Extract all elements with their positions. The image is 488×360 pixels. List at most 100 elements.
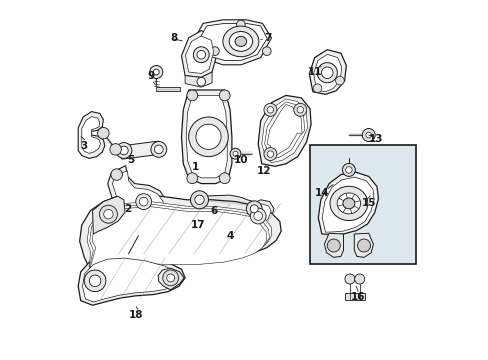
- Polygon shape: [261, 99, 307, 163]
- Polygon shape: [186, 95, 227, 178]
- Circle shape: [264, 148, 276, 161]
- Circle shape: [357, 239, 370, 252]
- Bar: [309, 145, 415, 264]
- Circle shape: [196, 124, 221, 149]
- Polygon shape: [309, 50, 346, 94]
- Polygon shape: [185, 36, 213, 73]
- Text: 7: 7: [264, 33, 271, 43]
- Circle shape: [362, 129, 374, 141]
- Circle shape: [186, 90, 197, 101]
- Polygon shape: [87, 202, 271, 267]
- Circle shape: [111, 169, 122, 180]
- Circle shape: [103, 210, 113, 219]
- Text: 11: 11: [307, 67, 321, 77]
- Ellipse shape: [342, 198, 354, 209]
- Circle shape: [345, 167, 351, 173]
- Polygon shape: [156, 87, 179, 91]
- Polygon shape: [158, 268, 183, 290]
- Text: 4: 4: [226, 231, 233, 241]
- Polygon shape: [89, 204, 269, 269]
- Polygon shape: [324, 233, 343, 257]
- Circle shape: [110, 144, 121, 155]
- Polygon shape: [322, 177, 373, 232]
- Circle shape: [313, 84, 321, 93]
- Circle shape: [151, 141, 166, 157]
- Circle shape: [296, 107, 303, 113]
- Circle shape: [232, 151, 238, 156]
- Circle shape: [193, 47, 209, 63]
- Text: 17: 17: [190, 220, 204, 230]
- Circle shape: [250, 205, 258, 213]
- Circle shape: [250, 208, 265, 224]
- Polygon shape: [118, 141, 163, 159]
- Circle shape: [186, 173, 197, 184]
- Circle shape: [365, 132, 371, 138]
- Text: 15: 15: [361, 198, 375, 208]
- Circle shape: [246, 201, 262, 217]
- Polygon shape: [199, 23, 266, 60]
- Polygon shape: [194, 20, 271, 65]
- Circle shape: [236, 20, 244, 29]
- Polygon shape: [81, 117, 101, 153]
- Circle shape: [190, 191, 208, 209]
- Circle shape: [264, 103, 276, 116]
- Circle shape: [116, 143, 132, 158]
- Circle shape: [262, 47, 270, 55]
- Polygon shape: [318, 172, 378, 235]
- Circle shape: [210, 47, 219, 55]
- Text: 12: 12: [257, 166, 271, 176]
- Polygon shape: [258, 95, 310, 166]
- Circle shape: [317, 63, 337, 83]
- Circle shape: [84, 270, 106, 292]
- Text: 14: 14: [314, 188, 328, 198]
- Polygon shape: [185, 72, 212, 87]
- Circle shape: [266, 107, 273, 113]
- Ellipse shape: [229, 31, 252, 51]
- Circle shape: [149, 66, 163, 78]
- Text: 18: 18: [129, 310, 143, 320]
- Circle shape: [326, 239, 340, 252]
- Circle shape: [136, 194, 151, 210]
- Polygon shape: [82, 258, 179, 302]
- Ellipse shape: [235, 36, 246, 46]
- Circle shape: [120, 146, 128, 155]
- Circle shape: [293, 103, 306, 116]
- Circle shape: [197, 50, 205, 59]
- Circle shape: [139, 197, 148, 206]
- Text: 6: 6: [210, 206, 217, 216]
- Circle shape: [335, 76, 344, 85]
- Circle shape: [188, 117, 228, 157]
- Text: 8: 8: [170, 33, 178, 43]
- Ellipse shape: [337, 193, 360, 214]
- Polygon shape: [354, 233, 373, 257]
- Text: 10: 10: [233, 155, 247, 165]
- Circle shape: [266, 151, 273, 157]
- Circle shape: [99, 205, 117, 223]
- Text: 1: 1: [192, 162, 199, 172]
- Polygon shape: [112, 171, 163, 215]
- Polygon shape: [246, 204, 270, 229]
- Circle shape: [98, 127, 109, 139]
- Ellipse shape: [329, 186, 367, 220]
- Polygon shape: [107, 166, 167, 220]
- Polygon shape: [242, 200, 273, 232]
- Circle shape: [342, 163, 355, 176]
- Polygon shape: [264, 102, 304, 160]
- Circle shape: [166, 274, 174, 282]
- Polygon shape: [313, 54, 341, 92]
- Text: 5: 5: [127, 155, 135, 165]
- Circle shape: [163, 270, 178, 286]
- Circle shape: [194, 195, 204, 204]
- Polygon shape: [181, 31, 217, 77]
- Polygon shape: [199, 195, 257, 214]
- Polygon shape: [89, 207, 266, 272]
- Polygon shape: [265, 104, 302, 157]
- Circle shape: [219, 173, 230, 184]
- Circle shape: [219, 90, 230, 101]
- Polygon shape: [181, 90, 231, 184]
- Polygon shape: [78, 112, 104, 158]
- Polygon shape: [92, 196, 125, 234]
- Polygon shape: [78, 254, 185, 305]
- Circle shape: [89, 275, 101, 287]
- Circle shape: [344, 274, 354, 284]
